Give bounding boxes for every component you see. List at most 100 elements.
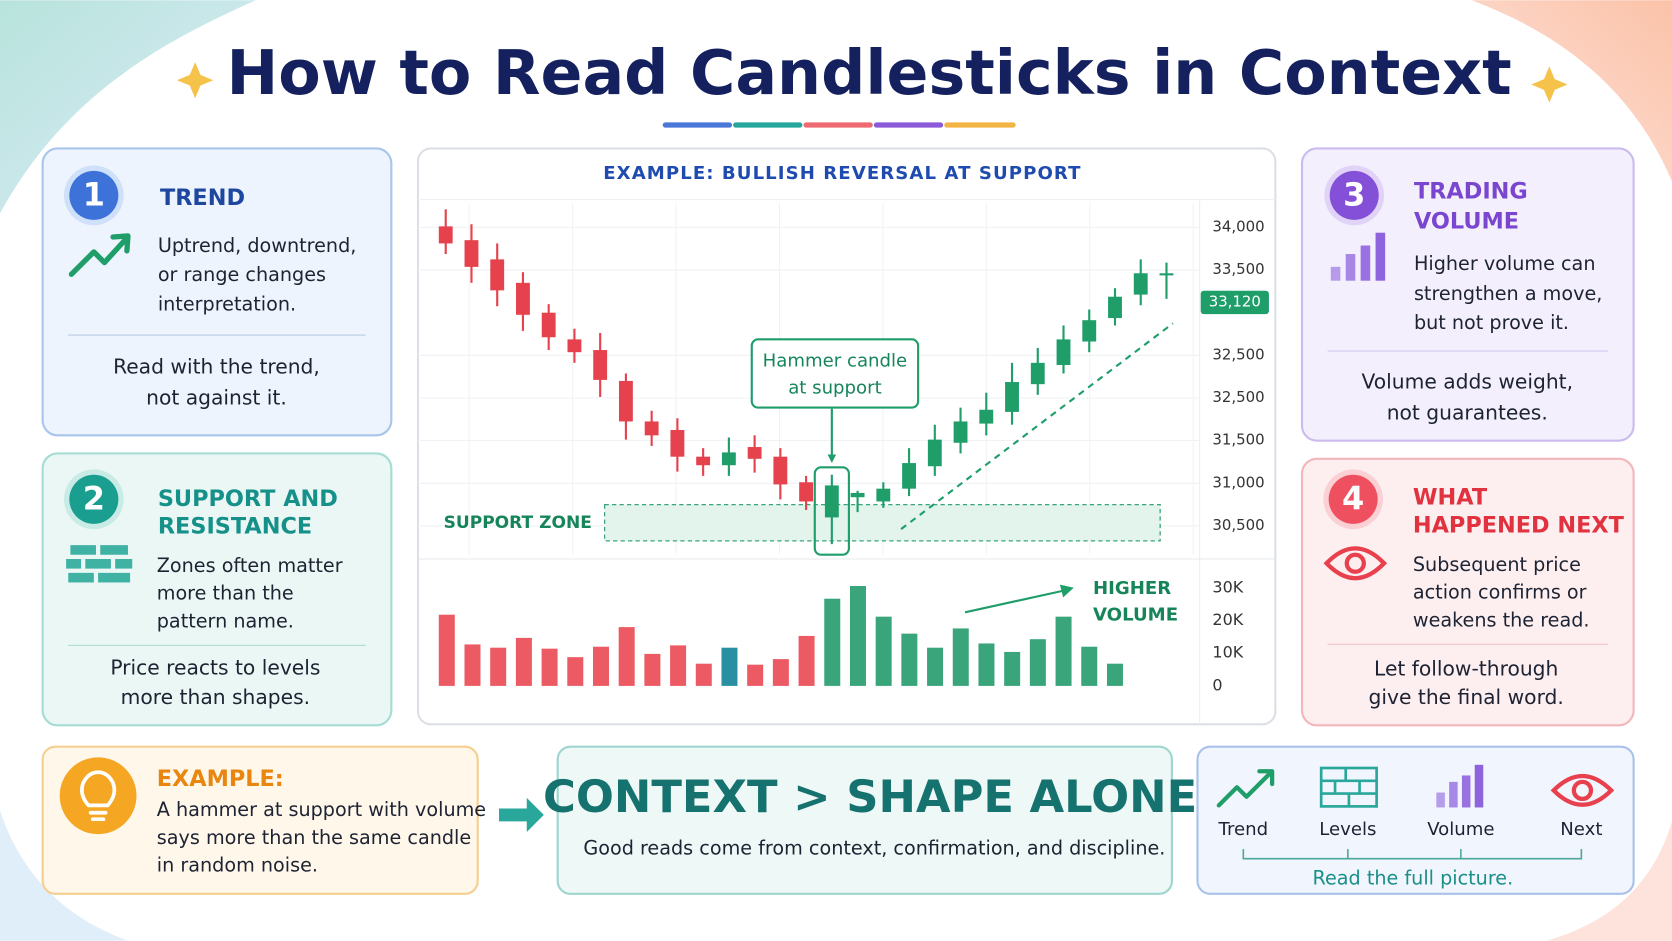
card-footer: not against it.: [146, 386, 287, 410]
card-heading: TREND: [160, 185, 245, 211]
volume-bar: [1081, 646, 1098, 686]
volume-bar: [849, 585, 866, 686]
volume-bar: [515, 637, 532, 686]
card-text: but not prove it.: [1414, 311, 1569, 334]
bg-blob: [0, 0, 256, 214]
candle-body: [1056, 339, 1071, 365]
volume-bar: [952, 628, 969, 686]
volume-bar: [798, 635, 815, 686]
card-text: Higher volume can: [1414, 252, 1596, 275]
summary-item: Trend: [1218, 819, 1269, 840]
y-tick-label: 20K: [1212, 610, 1243, 629]
eye-icon: [1550, 774, 1615, 807]
volume-bar: [438, 614, 455, 686]
hammer-highlight: [813, 466, 850, 556]
example-heading: EXAMPLE:: [157, 766, 284, 792]
volume-bar: [772, 659, 789, 686]
summary-box: [1196, 745, 1635, 895]
candle-body: [953, 421, 968, 443]
volume-bar: [901, 633, 918, 686]
banner-subtitle: Good reads come from context, confirmati…: [583, 837, 1165, 860]
bg-blob: [1471, 0, 1672, 182]
bulb-icon: [80, 770, 117, 822]
page-title: How to Read Candlesticks in Context: [226, 37, 1511, 109]
bulb-badge: [59, 757, 137, 835]
card-footer: Let follow-through: [1374, 656, 1558, 680]
volume-bar: [670, 645, 687, 686]
badge: [69, 170, 119, 220]
candle-body: [541, 312, 556, 338]
candle-body: [696, 456, 711, 466]
card-number: 3: [1343, 175, 1365, 213]
support-label: SUPPORT ZONE: [444, 513, 592, 533]
card-footer: Price reacts to levels: [110, 655, 320, 679]
card-heading: VOLUME: [1414, 209, 1519, 235]
volume-bar: [1029, 639, 1046, 686]
summary-caption: Read the full picture.: [1313, 866, 1514, 889]
volume-bar: [695, 663, 712, 686]
example-text: A hammer at support with volume: [157, 798, 486, 821]
volume-bar: [644, 653, 661, 686]
candle-body: [721, 452, 736, 466]
card-text: strengthen a move,: [1414, 282, 1602, 305]
y-tick-label: 33,500: [1212, 260, 1264, 278]
banner: [556, 745, 1173, 895]
y-tick-label: 32,500: [1212, 388, 1264, 406]
volume-bar: [747, 664, 764, 686]
candle-body: [567, 339, 582, 353]
card-text: action confirms or: [1413, 581, 1587, 604]
card-footer: give the final word.: [1369, 685, 1564, 709]
y-tick-label: 30,500: [1212, 516, 1264, 534]
y-tick-label: 30K: [1212, 577, 1243, 596]
candle-body: [1108, 296, 1122, 319]
candle-body: [464, 240, 479, 267]
volume-bar: [1106, 663, 1123, 686]
card-text: Subsequent price: [1413, 553, 1581, 576]
candle-body: [618, 380, 633, 422]
candle-body: [773, 456, 788, 485]
callout-text: Hammer candle: [763, 351, 908, 372]
volume-arrow: [964, 589, 1063, 614]
volume-annotation: VOLUME: [1093, 605, 1178, 626]
trend-icon: [68, 233, 131, 277]
volume-bar: [567, 657, 584, 686]
volume-bar: [824, 598, 841, 686]
card-text: more than the: [157, 582, 294, 605]
card: [1300, 457, 1635, 727]
example-box: [41, 745, 479, 895]
volume-bar: [721, 647, 738, 686]
volume-bar: [592, 646, 609, 686]
candle-body: [516, 282, 530, 315]
card-heading: HAPPENED NEXT: [1413, 512, 1625, 538]
trend-line: [900, 322, 1174, 530]
candle-body: [799, 482, 814, 502]
volume-bar: [978, 643, 995, 686]
candle-body: [490, 259, 505, 291]
bg-blob: [0, 810, 128, 941]
chart-title: EXAMPLE: BULLISH REVERSAL AT SUPPORT: [603, 163, 1081, 184]
badge: [1328, 474, 1378, 524]
banner-title: CONTEXT > SHAPE ALONE: [543, 770, 1197, 823]
card-footer: more than shapes.: [121, 685, 310, 709]
badge: [1329, 170, 1379, 220]
candle-body: [824, 485, 839, 518]
card-text: or range changes: [158, 263, 326, 286]
card-text: interpretation.: [158, 293, 296, 316]
volume-annotation: HIGHER: [1093, 578, 1171, 599]
volume-bar: [927, 647, 944, 686]
candle-body: [670, 429, 685, 457]
card-heading: TRADING: [1414, 179, 1528, 205]
flow-arrow: [499, 797, 544, 832]
card-footer: Read with the trend,: [113, 355, 320, 379]
callout-box: [750, 338, 920, 409]
card-number: 1: [83, 175, 105, 213]
candle-body: [927, 439, 942, 467]
candle-body: [1005, 382, 1019, 412]
volume-bar: [541, 648, 558, 686]
y-tick-label: 34,000: [1212, 217, 1264, 235]
card-heading: RESISTANCE: [158, 514, 312, 540]
y-tick-label: 32,500: [1212, 345, 1264, 363]
candle-body: [644, 421, 659, 436]
candle-body: [902, 463, 916, 489]
